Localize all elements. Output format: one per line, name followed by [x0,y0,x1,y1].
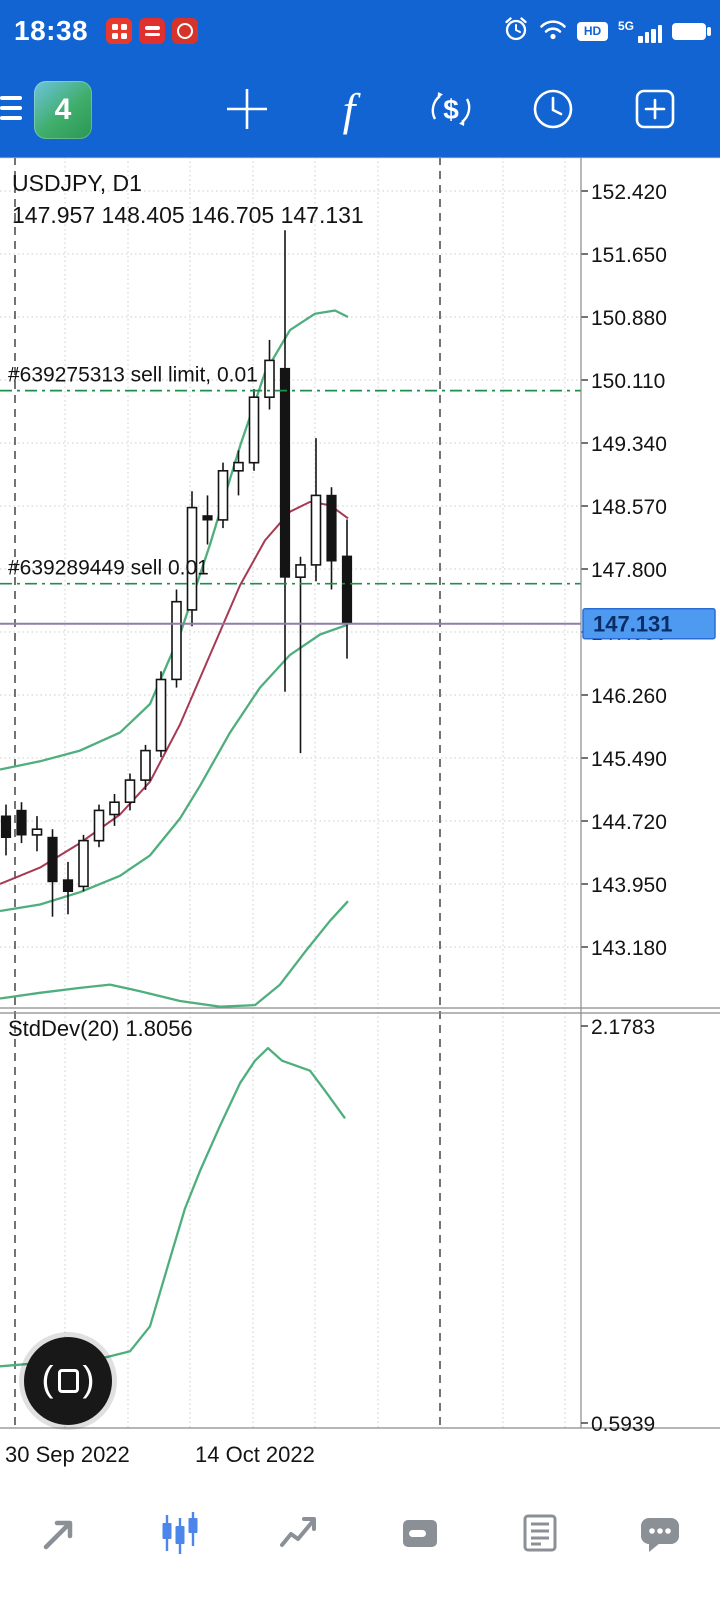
price-axis-label: 143.950 [591,874,667,897]
price-axis-label: 143.180 [591,937,667,960]
instruments-button[interactable]: $ [419,78,483,142]
new-chart-button[interactable] [623,78,687,142]
alarm-icon [503,16,529,47]
mt4-logo-4: 4 [54,93,72,126]
fab-close-paren: ) [82,1358,95,1399]
fab-open-paren: ( [41,1358,54,1399]
indicators-button[interactable]: f [317,78,381,142]
aux-green-line [0,900,349,1008]
candlestick-chart-icon [157,1510,203,1561]
nav-trade[interactable] [240,1470,360,1600]
candle-body [31,828,43,836]
clock-time: 18:38 [14,15,89,46]
candle-body [341,555,353,625]
date-axis-label: 14 Oct 2022 [195,1442,315,1467]
price-axis-label: 149.340 [591,433,667,456]
price-axis-label: 145.490 [591,748,667,771]
price-axis-label: 144.720 [591,811,667,834]
symbol-label: USDJPY, D1 [12,170,142,196]
hd-badge: HD [576,21,608,41]
current-price-badge [582,607,716,640]
candle-body [295,564,306,578]
wifi-icon [539,18,567,45]
nav-messages[interactable] [600,1470,720,1600]
candle-body [47,836,58,883]
news-icon [517,1510,563,1561]
candle-body [171,600,182,681]
bottom-navigation [0,1470,720,1600]
toolbar: 4 f $ [0,62,720,157]
candle-body [93,809,105,842]
price-axis-label: 151.650 [591,244,667,267]
order-label[interactable]: #639275313 sell limit, 0.01 [8,364,258,387]
order-label[interactable]: #639289449 sell 0.01 [8,557,209,580]
candle-body [248,396,260,464]
red-app-badge-1 [106,18,133,44]
bollinger-upper-line [0,309,349,771]
clock-icon [530,86,576,135]
candle-body [16,809,27,836]
battery-icon [672,22,711,40]
date-axis-label: 30 Sep 2022 [5,1442,130,1467]
candle-body [264,359,275,398]
dollar-arrows-icon: $ [425,83,477,138]
bollinger-lower-line [0,623,349,913]
indicator-min-label: 0.5939 [591,1413,655,1436]
notification-badges [106,18,199,44]
candle-body [78,839,89,888]
add-window-icon [632,86,678,135]
candle-body [155,678,167,752]
mt4-app-icon: 4 [34,81,92,139]
timeframes-button[interactable] [521,78,585,142]
signal-5g-icon: 5G [618,19,662,43]
svg-text:$: $ [443,94,459,125]
candle-body [0,815,12,838]
price-chart[interactable]: 152.420 151.650 150.880 150.110 149.340 148.5… [0,157,720,1468]
price-axis-label: 150.110 [591,370,665,393]
candle-body [202,515,213,521]
status-bar: 18:38 HD 5G [0,0,720,62]
red-app-badge-3 [172,18,199,44]
nav-quotes[interactable] [0,1470,120,1600]
candle-body [326,494,337,562]
function-icon: f [342,84,356,135]
price-axis-label: 148.570 [591,496,667,519]
crosshair-button[interactable] [215,78,279,142]
candle-body [62,879,74,893]
current-price-value: 147.131 [593,612,673,637]
trend-line-icon [277,1510,323,1561]
nav-charts[interactable] [120,1470,240,1600]
indicator-label: StdDev(20) 1.8056 [8,1016,193,1041]
ohlc-values: 147.957 148.405 146.705 147.131 [12,202,364,228]
mailbox-icon [397,1510,443,1561]
price-axis-label: 152.420 [591,181,667,204]
candle-body [109,801,120,816]
candle-body [186,506,198,611]
nav-mailbox[interactable] [360,1470,480,1600]
fab-square-icon [57,1369,79,1393]
nav-news[interactable] [480,1470,600,1600]
price-axis-label: 147.800 [591,559,667,582]
indicator-max-label: 2.1783 [591,1016,655,1039]
stddev-line [0,1046,346,1368]
candle-body [310,494,322,566]
candle-body [124,779,136,803]
candle-body [217,469,229,521]
candle-body [279,367,291,578]
menu-button[interactable] [0,96,22,120]
price-axis-label: 150.880 [591,307,667,330]
price-axis-label: 146.260 [591,685,667,708]
candle-body [233,461,244,472]
red-app-badge-2 [139,18,166,44]
floating-screenshot-button[interactable]: ( ) [24,1337,112,1425]
chat-bubble-icon [637,1510,683,1561]
candle-body [140,749,151,781]
quotes-arrow-icon [37,1510,83,1561]
crosshair-icon [224,86,270,135]
